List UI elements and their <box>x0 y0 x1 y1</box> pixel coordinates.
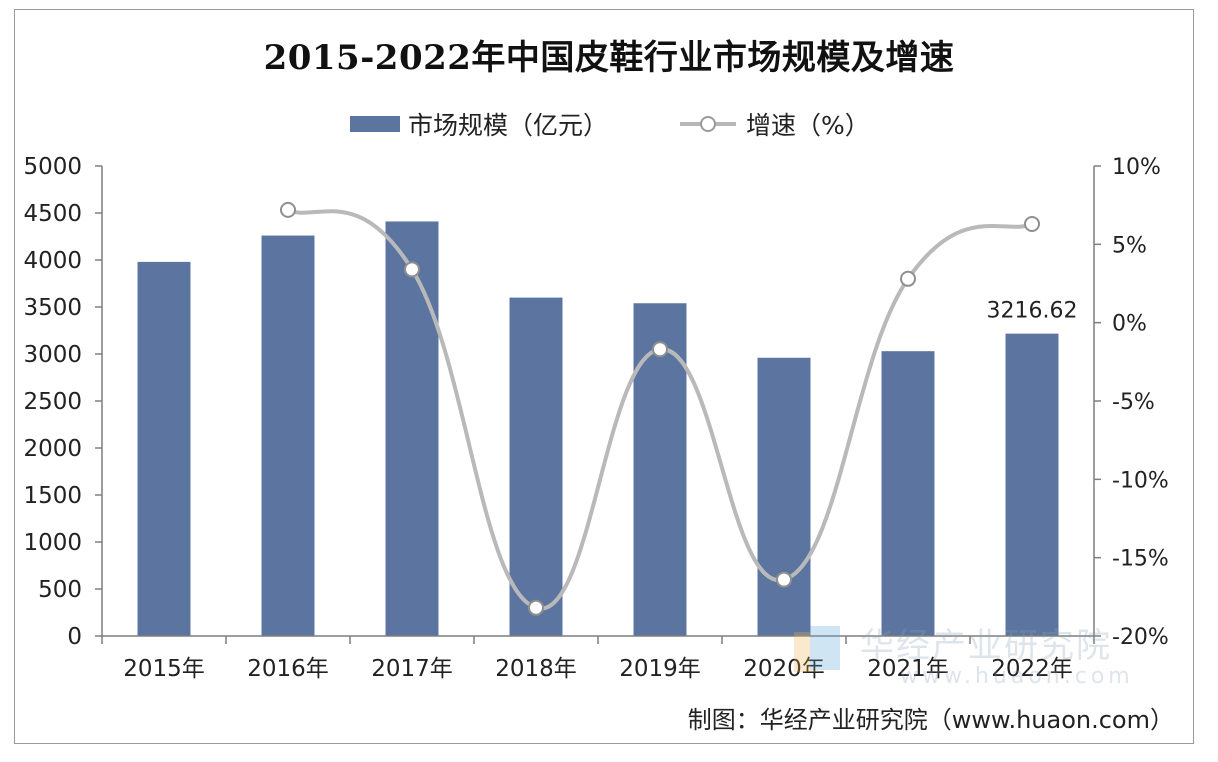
growth-point-1 <box>280 201 296 218</box>
left-tick-label-4: 2000 <box>23 436 82 462</box>
bar-2 <box>385 221 439 636</box>
legend-line-label: 增速（%） <box>746 111 870 140</box>
left-tick-label-5: 2500 <box>23 389 82 415</box>
left-tick-label-9: 4500 <box>23 201 82 227</box>
x-tick-label-4: 2019年 <box>619 656 701 682</box>
x-tick-label-5: 2020年 <box>743 656 825 682</box>
watermark-url: www.huaon.com <box>900 664 1134 689</box>
right-tick-label-6: 10% <box>1112 155 1161 180</box>
left-tick-label-6: 3000 <box>23 342 82 368</box>
watermark-text: 华经产业研究院 <box>860 626 1112 666</box>
bar-3 <box>509 297 563 636</box>
left-tick-label-1: 500 <box>38 577 82 603</box>
source-credit: 制图：华经产业研究院（www.huaon.com） <box>687 706 1174 734</box>
bar-1 <box>261 235 315 636</box>
x-tick-label-1: 2016年 <box>247 656 329 682</box>
x-tick-label-6: 2021年 <box>867 656 949 682</box>
watermark: 华经产业研究院 www.huaon.com <box>790 618 1170 698</box>
bar-5 <box>757 357 811 636</box>
legend-bar-swatch <box>350 116 400 132</box>
data-label-0: 3216.62 <box>987 299 1078 324</box>
left-tick-label-0: 0 <box>67 624 82 650</box>
growth-point-7 <box>1024 215 1040 232</box>
left-tick-label-10: 5000 <box>23 154 82 180</box>
growth-point-6 <box>900 270 916 287</box>
right-tick-label-4: 0% <box>1112 312 1147 337</box>
x-tick-label-0: 2015年 <box>123 656 205 682</box>
legend-bar-label: 市场规模（亿元） <box>408 111 609 140</box>
legend-item-bar: 市场规模（亿元） <box>350 104 608 144</box>
growth-point-4 <box>652 341 668 358</box>
right-tick-label-3: -5% <box>1112 390 1155 415</box>
growth-point-3 <box>528 599 544 616</box>
chart-frame <box>14 9 1194 744</box>
watermark-logo <box>794 626 840 672</box>
bar-0 <box>137 261 191 636</box>
chart-title: 2015-2022年中国皮鞋行业市场规模及增速 <box>263 38 955 78</box>
x-tick-label-2: 2017年 <box>371 656 453 682</box>
growth-point-2 <box>404 261 420 278</box>
legend-item-line: 增速（%） <box>680 104 870 144</box>
left-tick-label-7: 3500 <box>23 295 82 321</box>
x-tick-label-3: 2018年 <box>495 656 577 682</box>
growth-point-5 <box>776 571 792 588</box>
left-tick-label-8: 4000 <box>23 248 82 274</box>
bar-6 <box>881 351 935 636</box>
legend: 市场规模（亿元） 增速（%） <box>0 104 1218 144</box>
right-tick-label-0: -20% <box>1112 625 1169 650</box>
x-tick-label-7: 2022年 <box>991 656 1073 682</box>
right-tick-label-5: 5% <box>1112 233 1147 258</box>
right-tick-label-2: -10% <box>1112 468 1169 493</box>
bar-7 <box>1005 333 1059 636</box>
legend-line-swatch <box>680 116 736 132</box>
left-tick-label-2: 1000 <box>23 530 82 556</box>
left-tick-label-3: 1500 <box>23 483 82 509</box>
right-tick-label-1: -15% <box>1112 547 1169 572</box>
